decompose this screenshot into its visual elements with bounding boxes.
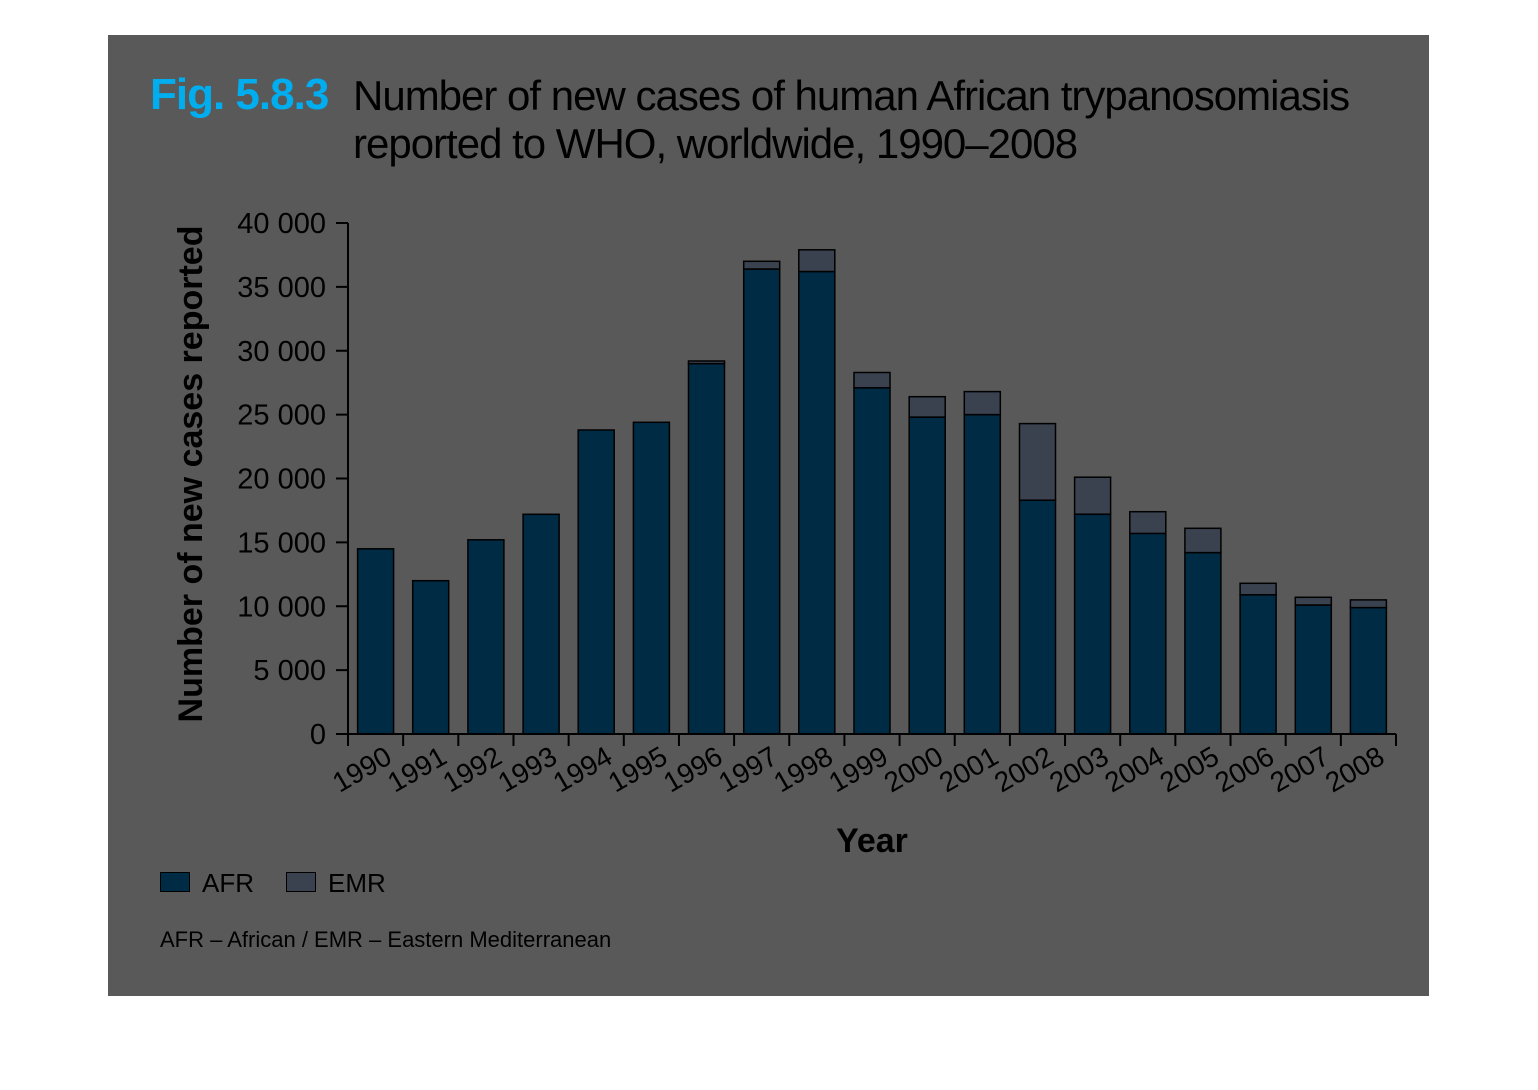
bars-group xyxy=(356,249,1388,735)
x-axis: 1990199119921993199419951996199719981999… xyxy=(327,733,1397,798)
y-tick-label: 5 000 xyxy=(253,655,326,687)
bar-emr-2001 xyxy=(963,390,1002,416)
bar-afr-2004 xyxy=(1129,532,1167,735)
legend-swatch-afr xyxy=(160,872,190,892)
y-tick-label: 30 000 xyxy=(237,336,326,368)
bar-afr-1995 xyxy=(632,421,671,735)
bar-emr-1997 xyxy=(742,260,781,270)
bar-afr-2002 xyxy=(1018,499,1057,735)
bar-afr-2001 xyxy=(963,413,1002,735)
bar-emr-2000 xyxy=(908,395,946,418)
legend-label-afr: AFR xyxy=(202,868,254,898)
bar-afr-1990 xyxy=(356,548,395,735)
bar-emr-1999 xyxy=(853,371,891,389)
y-axis: 0 5 000 10 000 15 000 20 000 25 000 30 000 35 0… xyxy=(237,208,349,751)
bar-emr-2008 xyxy=(1349,599,1388,609)
y-tick-label: 20 000 xyxy=(237,464,326,496)
figure-number: Fig. 5.8.3 xyxy=(150,70,329,119)
figure-title-text: Number of new cases of human African try… xyxy=(353,72,1350,167)
x-tick-label: 2008 xyxy=(1320,740,1389,798)
bar-emr-2002 xyxy=(1018,422,1057,501)
y-tick-label: 40 000 xyxy=(237,208,326,240)
bar-afr-1997 xyxy=(742,268,781,735)
x-axis-title: Year xyxy=(836,822,908,860)
y-tick-label: 0 xyxy=(310,719,326,751)
bar-emr-2007 xyxy=(1294,596,1333,606)
y-tick-label: 10 000 xyxy=(237,591,326,623)
bar-afr-2000 xyxy=(908,416,946,735)
bar-afr-2005 xyxy=(1184,551,1222,735)
bar-afr-1992 xyxy=(467,539,505,735)
bar-emr-1998 xyxy=(798,249,836,273)
bar-emr-2003 xyxy=(1073,476,1112,515)
y-tick-label: 25 000 xyxy=(237,400,326,432)
bar-afr-1999 xyxy=(853,387,891,735)
bar-afr-2007 xyxy=(1294,604,1333,735)
footnote: AFR – African / EMR – Eastern Mediterran… xyxy=(160,927,612,952)
bar-afr-1998 xyxy=(798,270,836,735)
bar-afr-2003 xyxy=(1073,513,1112,735)
bar-afr-1991 xyxy=(411,579,450,735)
bar-afr-2006 xyxy=(1239,594,1277,735)
bar-emr-2005 xyxy=(1184,527,1222,554)
bar-emr-1996 xyxy=(687,360,726,365)
bar-afr-1993 xyxy=(522,513,560,735)
y-axis-title: Number of new cases reported xyxy=(172,226,210,723)
bar-afr-2008 xyxy=(1349,606,1388,735)
legend-label-emr: EMR xyxy=(328,868,386,898)
figure-title: Fig. 5.8.3 Number of new cases of human … xyxy=(150,70,1410,180)
bar-afr-1996 xyxy=(687,362,726,735)
bar-afr-1994 xyxy=(577,429,615,735)
legend-swatch-emr xyxy=(286,872,316,892)
y-tick-label: 35 000 xyxy=(237,272,326,304)
bar-emr-2006 xyxy=(1239,582,1277,596)
bar-emr-2004 xyxy=(1129,510,1167,535)
y-tick-label: 15 000 xyxy=(237,527,326,559)
